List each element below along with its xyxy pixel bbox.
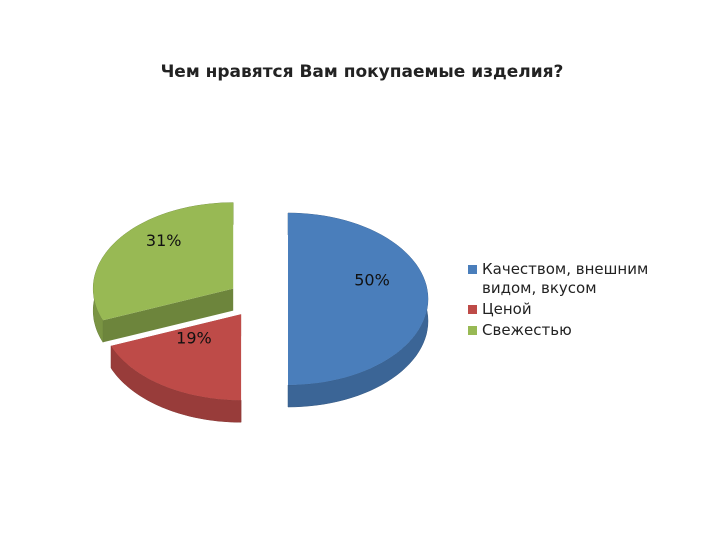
slice-side — [103, 288, 234, 343]
legend-item: Ценой — [468, 300, 683, 319]
slice — [111, 314, 242, 401]
data-label: 31% — [146, 231, 182, 250]
legend-label: Ценой — [482, 300, 532, 318]
slice — [93, 202, 234, 321]
legend-swatch — [468, 305, 477, 314]
legend: Качеством, внешним видом, вкусом Ценой Све… — [468, 260, 683, 342]
legend-swatch — [468, 326, 477, 335]
legend-swatch — [468, 265, 477, 274]
legend-item: Свежестью — [468, 321, 683, 340]
chart-title: Чем нравятся Вам покупаемые изделия? — [161, 62, 564, 82]
slice — [288, 213, 428, 385]
legend-label: Качеством, внешним видом, вкусом — [482, 260, 649, 297]
legend-item: Качеством, внешним видом, вкусом — [468, 260, 683, 298]
data-label: 50% — [354, 271, 390, 290]
legend-label: Свежестью — [482, 321, 572, 339]
data-label: 19% — [176, 328, 212, 347]
